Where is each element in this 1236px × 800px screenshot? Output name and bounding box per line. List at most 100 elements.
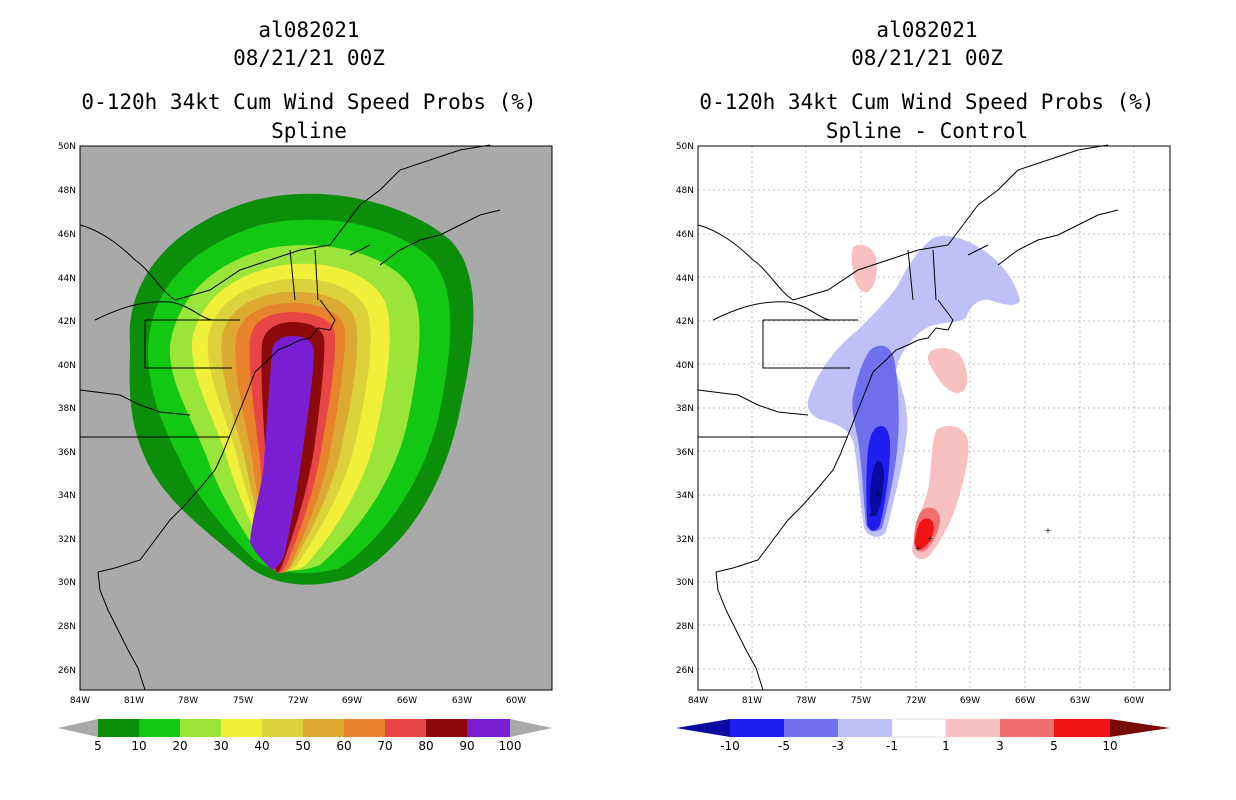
lon-label: 69W: [960, 696, 980, 706]
colorbar-label: 50: [295, 739, 310, 753]
colorbar-swatch: [1000, 719, 1054, 737]
colorbar-labels: -10 -5 -3 -1 1 3 5 10: [720, 739, 1117, 753]
colorbar-swatches: [730, 719, 1110, 737]
colorbar-label: 5: [1050, 739, 1058, 753]
lat-label: 26N: [58, 666, 76, 676]
lon-label: 72W: [288, 696, 308, 706]
track-marker-icon: +: [869, 510, 876, 519]
colorbar-swatch: [730, 719, 784, 737]
lon-label: 81W: [742, 696, 762, 706]
lat-label: 32N: [58, 535, 76, 545]
lon-label: 75W: [851, 696, 871, 706]
colorbar-label: 100: [499, 739, 522, 753]
lat-label: 36N: [676, 448, 694, 458]
right-panel: al082021 08/21/21 00Z 0-120h 34kt Cum Wi…: [618, 0, 1236, 800]
lon-axis-labels: 84W 81W 78W 75W 72W 69W 66W 63W 60W: [688, 696, 1144, 706]
lat-label: 40N: [58, 361, 76, 371]
colorbar-label: -5: [778, 739, 790, 753]
colorbar-swatch: [467, 719, 510, 737]
lat-axis-labels: 50N 48N 46N 44N 42N 40N 38N 36N 34N 32N …: [676, 142, 694, 676]
product-title: 0-120h 34kt Cum Wind Speed Probs (%): [81, 90, 537, 114]
map-frame: [697, 145, 1171, 691]
lon-label: 78W: [178, 696, 198, 706]
lat-label: 46N: [58, 230, 76, 240]
colorbar-labels: 5 10 20 30 40 50 60 70 80 90 100: [94, 739, 521, 753]
colorbar-high-arrow: [1110, 719, 1170, 737]
colorbar-label: -10: [720, 739, 740, 753]
colorbar-swatch: [426, 719, 467, 737]
track-marker-icon: +: [915, 544, 922, 553]
lat-label: 28N: [58, 622, 76, 632]
colorbar-label: 1: [942, 739, 950, 753]
lat-label: 34N: [676, 491, 694, 501]
probability-colorbar: 5 10 20 30 40 50 60 70 80 90 100: [58, 719, 552, 753]
colorbar-label: 60: [336, 739, 351, 753]
colorbar-swatches: [98, 719, 510, 737]
date-title: 08/21/21 00Z: [851, 46, 1003, 70]
difference-colorbar: -10 -5 -3 -1 1 3 5 10: [676, 718, 1170, 753]
colorbar-swatch: [385, 719, 426, 737]
lat-label: 50N: [676, 142, 694, 152]
colorbar-label: 90: [459, 739, 474, 753]
colorbar-swatch: [139, 719, 180, 737]
lon-label: 72W: [906, 696, 926, 706]
storm-id-title: al082021: [258, 18, 360, 42]
lon-label: 75W: [233, 696, 253, 706]
colorbar-swatch: [892, 719, 946, 737]
lon-label: 60W: [1124, 696, 1144, 706]
difference-map: + + + + + 50N 48N 46N 44N 42N 40N 38N 36…: [676, 142, 1171, 706]
colorbar-swatch: [1054, 719, 1110, 737]
lon-label: 63W: [452, 696, 472, 706]
lon-label: 66W: [1015, 696, 1035, 706]
lat-label: 42N: [676, 317, 694, 327]
lon-label: 66W: [397, 696, 417, 706]
colorbar-label: 30: [213, 739, 228, 753]
map-background: [698, 146, 1170, 690]
lat-label: 38N: [676, 404, 694, 414]
lat-label: 48N: [676, 186, 694, 196]
lon-label: 63W: [1070, 696, 1090, 706]
colorbar-swatch: [98, 719, 139, 737]
lon-label: 84W: [688, 696, 708, 706]
probability-map: 50N 48N 46N 44N 42N 40N 38N 36N 34N 32N …: [58, 142, 553, 706]
lat-label: 30N: [676, 578, 694, 588]
colorbar-swatch: [344, 719, 385, 737]
colorbar-swatch: [262, 719, 303, 737]
colorbar-swatch: [221, 719, 262, 737]
colorbar-swatch: [784, 719, 838, 737]
colorbar-label: 10: [131, 739, 146, 753]
difference-contours: [807, 235, 1020, 560]
colorbar-label: 5: [94, 739, 102, 753]
lat-label: 44N: [676, 274, 694, 284]
colorbar-label: 40: [254, 739, 269, 753]
lat-label: 44N: [58, 274, 76, 284]
lat-label: 32N: [676, 535, 694, 545]
colorbar-neutral-outline: [891, 718, 947, 738]
colorbar-label: 80: [418, 739, 433, 753]
colorbar-label: -1: [886, 739, 898, 753]
lat-label: 48N: [58, 186, 76, 196]
lat-label: 34N: [58, 491, 76, 501]
colorbar-swatch: [180, 719, 221, 737]
left-panel: al082021 08/21/21 00Z 0-120h 34kt Cum Wi…: [58, 18, 553, 753]
lon-label: 81W: [124, 696, 144, 706]
colorbar-swatch: [303, 719, 344, 737]
lat-label: 38N: [58, 404, 76, 414]
lat-label: 26N: [676, 666, 694, 676]
colorbar-high-arrow: [510, 719, 552, 737]
track-marker-icon: +: [927, 534, 934, 543]
probability-contours: [129, 193, 474, 585]
lat-axis-labels: 50N 48N 46N 44N 42N 40N 38N 36N 34N 32N …: [58, 142, 76, 676]
lat-label: 28N: [676, 622, 694, 632]
track-marker-icon: +: [875, 490, 882, 499]
colorbar-label: 70: [377, 739, 392, 753]
coastlines-and-borders: [697, 144, 1119, 691]
track-marker-icon: +: [1045, 526, 1052, 535]
lat-label: 30N: [58, 578, 76, 588]
lon-label: 84W: [70, 696, 90, 706]
colorbar-swatch: [838, 719, 892, 737]
date-title: 08/21/21 00Z: [233, 46, 385, 70]
lon-label: 78W: [796, 696, 816, 706]
storm-id-title: al082021: [876, 18, 978, 42]
method-title: Spline: [271, 119, 347, 143]
